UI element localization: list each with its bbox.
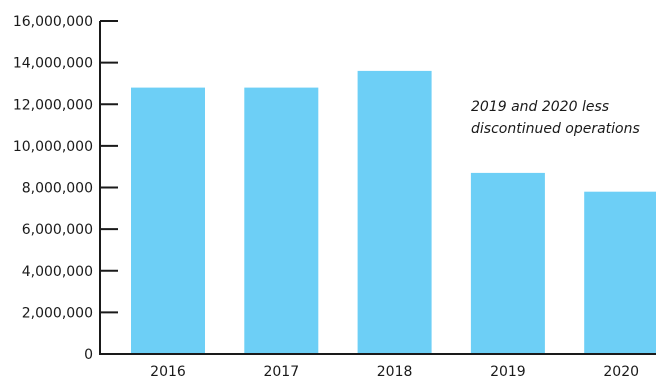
x-tick-label: 2019 <box>490 364 526 377</box>
y-tick-label: 16,000,000 <box>13 14 93 30</box>
y-axis: 0 2,000,000 4,000,000 6,000,000 8,000,000 10,… <box>13 14 118 363</box>
x-tick-label: 2016 <box>150 364 186 377</box>
annotation-line-1: 2019 and 2020 less <box>471 99 609 115</box>
y-tick-label: 12,000,000 <box>13 97 93 113</box>
x-tick-label: 2018 <box>377 364 413 377</box>
x-tick-label: 2017 <box>263 364 299 377</box>
y-tick-label: 6,000,000 <box>22 222 93 238</box>
y-tick-label: 14,000,000 <box>13 56 93 72</box>
y-tick-label: 4,000,000 <box>22 264 93 280</box>
annotation-line-2: discontinued operations <box>471 121 640 137</box>
x-axis: 2016 2017 2018 2019 2020 <box>99 353 656 377</box>
y-tick-label: 2,000,000 <box>22 305 93 321</box>
bar-2018 <box>357 70 432 355</box>
y-tick-label: 10,000,000 <box>13 139 93 155</box>
bar-2020 <box>584 191 656 354</box>
bar-2017 <box>244 87 319 354</box>
y-tick-label: 8,000,000 <box>22 181 93 197</box>
y-tick-label: 0 <box>84 347 93 363</box>
x-tick-label: 2020 <box>603 364 639 377</box>
bar-2019 <box>470 172 545 354</box>
bars <box>131 70 656 355</box>
bar-2016 <box>131 87 205 354</box>
